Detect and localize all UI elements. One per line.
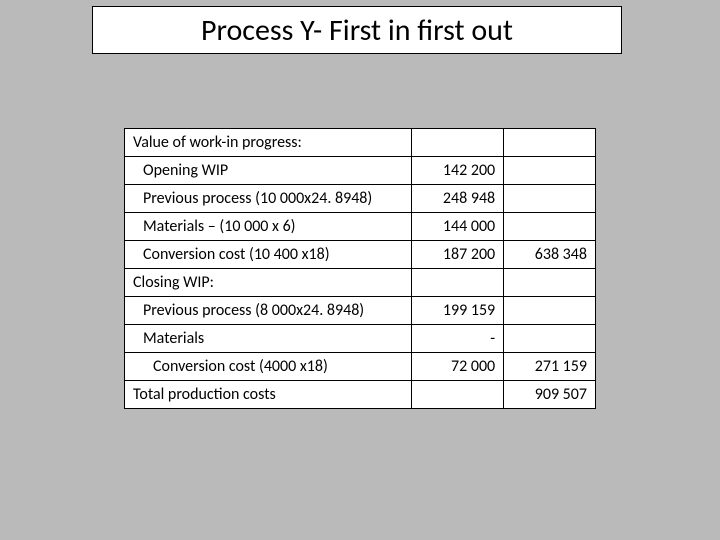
table-row: Value of work-in progress: — [125, 129, 596, 157]
cell-val2 — [504, 297, 596, 325]
cell-val2: 909 507 — [504, 381, 596, 409]
table-row: Opening WIP 142 200 — [125, 157, 596, 185]
cell-desc: Value of work-in progress: — [125, 129, 412, 157]
page-title: Process Y- First in first out — [201, 12, 513, 49]
cell-desc: Materials — [125, 325, 412, 353]
cell-val2: 638 348 — [504, 241, 596, 269]
table-row: Materials – (10 000 x 6) 144 000 — [125, 213, 596, 241]
cell-val1 — [412, 269, 504, 297]
cell-val1 — [412, 381, 504, 409]
cell-val2 — [504, 325, 596, 353]
table-row: Closing WIP: — [125, 269, 596, 297]
cell-val1: - — [412, 325, 504, 353]
cell-desc: Previous process (10 000x24. 8948) — [125, 185, 412, 213]
cell-val2 — [504, 129, 596, 157]
table-row: Previous process (8 000x24. 8948) 199 15… — [125, 297, 596, 325]
cell-desc: Opening WIP — [125, 157, 412, 185]
cell-val1 — [412, 129, 504, 157]
table-row: Total production costs 909 507 — [125, 381, 596, 409]
cell-val1: 248 948 — [412, 185, 504, 213]
table-row: Materials - — [125, 325, 596, 353]
cell-val2 — [504, 185, 596, 213]
table-row: Conversion cost (10 400 x18) 187 200 638… — [125, 241, 596, 269]
cell-val1: 187 200 — [412, 241, 504, 269]
cell-desc: Materials – (10 000 x 6) — [125, 213, 412, 241]
cell-desc: Total production costs — [125, 381, 412, 409]
cell-val1: 142 200 — [412, 157, 504, 185]
cell-val1: 72 000 — [412, 353, 504, 381]
table-row: Previous process (10 000x24. 8948) 248 9… — [125, 185, 596, 213]
wip-table: Value of work-in progress: Opening WIP 1… — [124, 128, 596, 409]
title-box: Process Y- First in first out — [92, 6, 622, 54]
cell-val1: 144 000 — [412, 213, 504, 241]
cell-desc: Closing WIP: — [125, 269, 412, 297]
cell-val2 — [504, 213, 596, 241]
cell-desc: Conversion cost (10 400 x18) — [125, 241, 412, 269]
cell-val2 — [504, 269, 596, 297]
cell-val1: 199 159 — [412, 297, 504, 325]
table-row: Conversion cost (4000 x18) 72 000 271 15… — [125, 353, 596, 381]
cell-desc: Conversion cost (4000 x18) — [125, 353, 412, 381]
cell-desc: Previous process (8 000x24. 8948) — [125, 297, 412, 325]
cell-val2: 271 159 — [504, 353, 596, 381]
cell-val2 — [504, 157, 596, 185]
